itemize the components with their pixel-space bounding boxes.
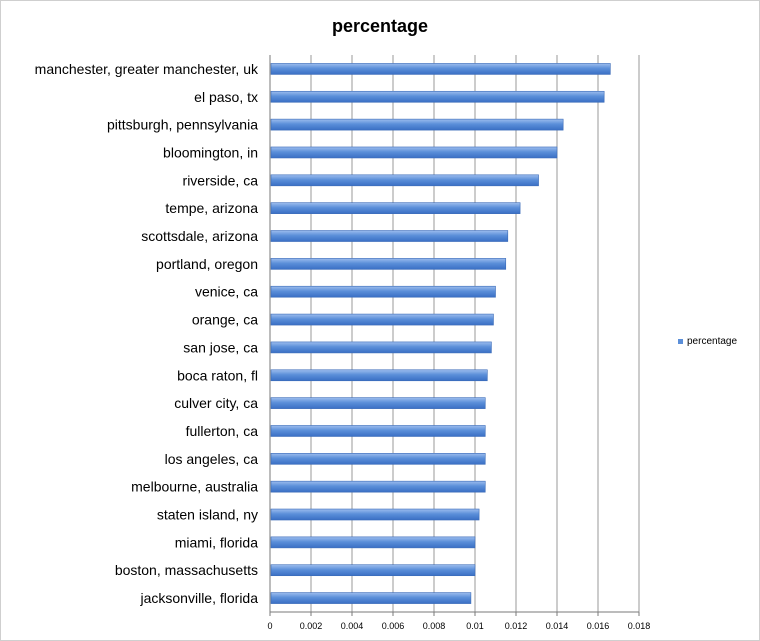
bar xyxy=(270,453,486,465)
category-label: miami, florida xyxy=(175,534,258,550)
category-label: staten island, ny xyxy=(157,507,258,523)
bar xyxy=(270,508,480,521)
category-label: melbourne, australia xyxy=(131,479,258,495)
bar xyxy=(270,592,472,604)
category-label: tempe, arizona xyxy=(165,200,258,216)
category-label: boston, massachusetts xyxy=(115,562,258,578)
bar xyxy=(270,536,476,549)
x-tick-label: 0 xyxy=(267,621,272,631)
bar xyxy=(270,90,605,103)
bar xyxy=(270,397,486,409)
category-label: orange, ca xyxy=(192,312,258,328)
x-tick-label: 0.008 xyxy=(423,621,446,631)
x-tick-label: 0.014 xyxy=(546,621,569,631)
bar xyxy=(270,202,521,214)
bar xyxy=(270,313,494,326)
category-label: pittsburgh, pennsylvania xyxy=(107,117,258,133)
category-label: riverside, ca xyxy=(183,172,259,188)
bar xyxy=(270,564,476,577)
category-label: bloomington, in xyxy=(163,144,258,160)
category-label: venice, ca xyxy=(195,284,258,300)
bar xyxy=(270,480,486,493)
category-label: boca raton, fl xyxy=(177,367,258,383)
x-tick-label: 0.016 xyxy=(587,621,610,631)
bar xyxy=(270,258,507,270)
legend-label: percentage xyxy=(687,336,737,347)
chart-title: percentage xyxy=(331,16,429,36)
bar xyxy=(270,63,611,75)
x-tick-label: 0.012 xyxy=(505,621,528,631)
bar xyxy=(270,146,558,159)
category-label: culver city, ca xyxy=(174,395,258,411)
category-label: san jose, ca xyxy=(183,339,258,355)
bar xyxy=(270,285,496,298)
category-label: los angeles, ca xyxy=(165,451,259,467)
x-tick-label: 0.002 xyxy=(300,621,323,631)
category-label: fullerton, ca xyxy=(186,423,259,439)
bar xyxy=(270,369,488,382)
bar xyxy=(270,174,539,187)
x-tick-label: 0.006 xyxy=(382,621,405,631)
x-tick-label: 0.01 xyxy=(466,621,484,631)
category-label: el paso, tx xyxy=(194,89,258,105)
category-label: jacksonville, florida xyxy=(140,590,259,606)
bar xyxy=(270,230,509,242)
category-label: manchester, greater manchester, uk xyxy=(35,61,259,77)
x-tick-label: 0.018 xyxy=(628,621,651,631)
bar xyxy=(270,118,564,131)
legend-swatch xyxy=(678,339,683,344)
category-label: portland, oregon xyxy=(156,256,258,272)
bar xyxy=(270,341,492,354)
bar xyxy=(270,425,486,437)
x-tick-label: 0.004 xyxy=(341,621,364,631)
category-label: scottsdale, arizona xyxy=(141,228,258,244)
legend: percentage xyxy=(678,336,737,347)
